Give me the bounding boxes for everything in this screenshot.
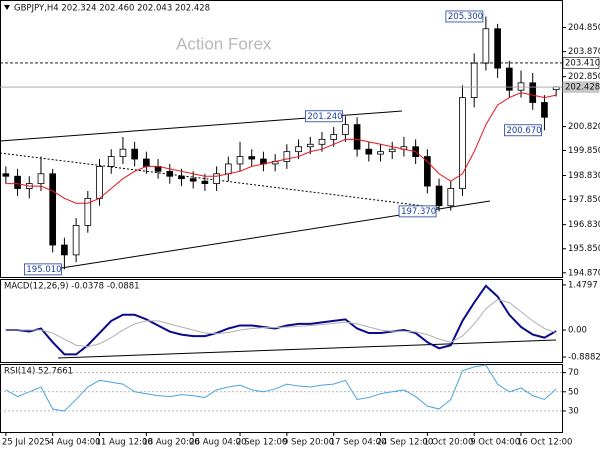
main-pane (0, 0, 563, 278)
y-tick-label: 70 (568, 368, 579, 378)
candle-body (37, 173, 45, 185)
annotation-label: 201.240 (307, 112, 342, 122)
candle-body (131, 148, 138, 160)
macd-pane (0, 279, 563, 363)
candle-body (166, 170, 174, 177)
annotation-label: 195.010 (26, 265, 61, 275)
x-tick-label: 4 Aug 04:00 (49, 438, 101, 448)
candle-body (84, 197, 92, 226)
candle-body (61, 244, 68, 256)
y-tick-label: -0.8882 (568, 353, 600, 363)
candle-body (482, 28, 490, 64)
y-tick-label: 196.830 (568, 220, 600, 230)
candle-body (189, 178, 197, 182)
x-tick-label: 25 Jul 2025 (2, 438, 50, 448)
candle-body (424, 156, 431, 187)
candle-body (377, 151, 384, 155)
annotation-box (304, 110, 343, 123)
annotation-box (23, 263, 62, 276)
annotation-label: 205.300 (448, 12, 483, 22)
candle-body (213, 173, 220, 185)
price-level-box (562, 57, 600, 69)
candle-body (529, 82, 537, 103)
candle-body (342, 124, 349, 135)
candle-body (72, 224, 80, 256)
candle-body (119, 148, 127, 157)
price-level-label: 202.428 (565, 83, 600, 93)
y-tick-label: 199.850 (568, 146, 600, 156)
candle-body (330, 134, 338, 140)
y-tick-label: 198.830 (568, 171, 600, 181)
candle-body (283, 151, 291, 162)
candle-body (49, 173, 57, 246)
candle-body (236, 156, 244, 165)
chart-header: GBPJPY,H4 202.324 202.460 202.043 202.42… (14, 4, 210, 14)
candle-body (470, 62, 478, 98)
y-tick-label: 0.00 (568, 326, 587, 336)
y-tick-label: 202.850 (568, 72, 600, 82)
candle-body (435, 185, 443, 207)
y-tick-label: 50 (568, 387, 579, 397)
annotation-box (445, 10, 484, 23)
indicator-line (5, 299, 557, 348)
y-tick-label: 204.850 (568, 23, 600, 33)
candle-body (295, 146, 302, 153)
macd-title: MACD(12,26,9) -0.0378 -0.0881 (4, 282, 140, 292)
y-tick-label: 203.870 (568, 47, 600, 57)
x-tick-label: 24 Sep 12:00 (377, 438, 434, 448)
candle-body (96, 166, 103, 199)
y-tick-label: 200.820 (568, 122, 600, 132)
annotation-label: 200.670 (506, 126, 541, 136)
candle-body (2, 173, 10, 177)
x-tick-label: 2 Sep 12:00 (236, 438, 287, 448)
x-tick-label: 9 Oct 04:00 (470, 438, 520, 448)
y-tick-label: 197.850 (568, 195, 600, 205)
y-tick-label: 195.850 (568, 244, 600, 254)
candle-body (14, 175, 21, 189)
price-level-box (562, 81, 600, 93)
annotation-box (504, 124, 542, 137)
candle-body (505, 67, 513, 91)
candle-body (353, 124, 361, 150)
y-tick-label: 1.4797 (568, 280, 598, 290)
price-level-label: 203.410 (565, 58, 600, 68)
candle-body (178, 175, 185, 180)
symbol-icon (4, 5, 10, 10)
candle-body (447, 188, 455, 207)
rsi-pane (0, 364, 563, 433)
candle-body (459, 97, 466, 189)
trend-line (57, 339, 557, 359)
x-tick-label: 9 Sep 20:00 (283, 438, 334, 448)
candle-body (517, 82, 525, 91)
candle-body (201, 180, 209, 185)
indicator-line (5, 364, 557, 412)
candle-body (107, 156, 115, 167)
x-tick-label: 26 Aug 04:00 (189, 438, 246, 448)
candle-body (143, 158, 150, 167)
x-tick-label: 16 Oct 12:00 (517, 438, 572, 448)
x-tick-label: 17 Sep 04:00 (330, 438, 387, 448)
annotation-label: 197.370 (401, 207, 436, 217)
rsi-title: RSI(14) 52.7661 (4, 367, 73, 377)
candle-body (306, 143, 314, 148)
candle-body (318, 138, 326, 145)
x-tick-label: 11 Aug 12:00 (96, 438, 153, 448)
candle-body (388, 148, 396, 153)
candle-body (365, 148, 373, 155)
candle-body (541, 102, 548, 118)
x-tick-label: 18 Aug 20:00 (142, 438, 199, 448)
trend-line (0, 152, 441, 209)
x-tick-label: 1 Oct 20:00 (423, 438, 473, 448)
candle-body (248, 156, 256, 160)
y-tick-label: 30 (568, 406, 579, 416)
candle-body (494, 28, 501, 69)
y-tick-label: 194.870 (568, 268, 600, 278)
candle-body (224, 163, 232, 175)
watermark: Action Forex (176, 34, 272, 53)
moving-average (5, 92, 557, 204)
annotation-box (398, 205, 437, 218)
